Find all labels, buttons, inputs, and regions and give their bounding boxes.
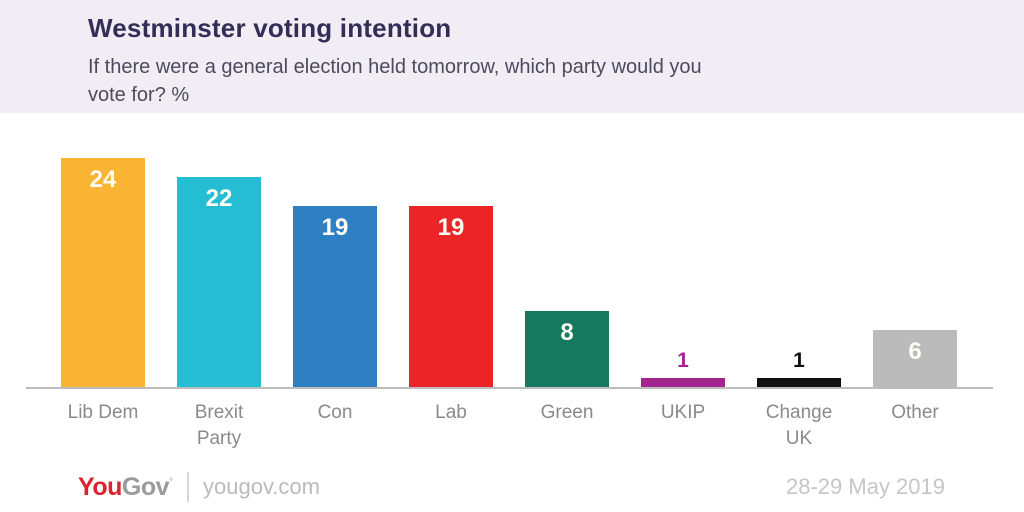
bar-group-ukip: 1 [625,148,741,388]
category-label-lab: Lab [393,400,509,451]
logo-trademark: ° [169,476,173,488]
fieldwork-dates: 28-29 May 2019 [786,474,945,499]
bar-value-label-con: 19 [321,213,349,241]
subtitle-line-2: vote for? % [88,84,190,106]
bar-group-other: 6 [857,148,973,388]
bar-value-label-brexit-party: 22 [205,184,233,212]
category-label-con: Con [277,400,393,451]
bar-other: 6 [873,330,957,388]
bar-brexit-party: 22 [177,176,261,388]
category-label-green: Green [509,400,625,451]
yougov-logo: You Gov ° [78,473,173,502]
bar-group-lab: 19 [393,148,509,388]
bar-group-con: 19 [277,148,393,388]
bar-change-uk [757,378,841,388]
category-label-lib-dem: Lib Dem [45,400,161,451]
bar-value-label-lib-dem: 24 [89,165,117,193]
category-label-text: Lib Dem [67,402,139,423]
bar-group-change-uk: 1 [741,148,857,388]
chart-header: Westminster voting intention If there we… [0,0,1024,113]
category-label-ukip: UKIP [625,400,741,451]
bar-lib-dem: 24 [61,157,145,388]
category-label-text: Change UK [765,402,833,449]
subtitle-line-1: If there were a general election held to… [88,56,702,78]
category-label-text: UKIP [660,402,706,423]
logo-you-text: You [78,472,122,501]
bar-lab: 19 [409,205,493,388]
bar-value-label-ukip: 1 [677,349,689,373]
footer-divider [187,472,189,502]
category-label-text: Lab [435,402,467,423]
bar-value-label-green: 8 [560,319,574,347]
category-label-text: Con [317,402,353,423]
bar-group-brexit-party: 22 [161,148,277,388]
bar-value-label-lab: 19 [437,213,465,241]
bar-value-label-change-uk: 1 [793,349,805,373]
bar-green: 8 [525,311,609,388]
category-label-brexit-party: Brexit Party [161,400,277,451]
bar-group-green: 8 [509,148,625,388]
bar-con: 19 [293,205,377,388]
category-label-text: Other [891,402,939,423]
bar-group-lib-dem: 24 [45,148,161,388]
category-label-other: Other [857,400,973,451]
category-label-text: Green [540,402,594,423]
plot-area: 24 22 19 19 8 1 1 6 [45,148,973,388]
x-axis-line [26,387,993,389]
category-labels: Lib Dem Brexit Party Con Lab Green UKIP Change… [45,400,973,451]
chart-footer: You Gov ° yougov.com 28-29 May 2019 [78,468,945,506]
logo-gov-text: Gov [121,472,170,501]
category-label-change-uk: Change UK [741,400,857,451]
chart-subtitle: If there were a general election held to… [88,53,984,109]
bar-ukip [641,378,725,388]
bar-value-label-other: 6 [908,338,922,366]
website-url: yougov.com [203,474,320,499]
page-title: Westminster voting intention [88,13,452,43]
category-label-text: Brexit Party [194,402,244,449]
